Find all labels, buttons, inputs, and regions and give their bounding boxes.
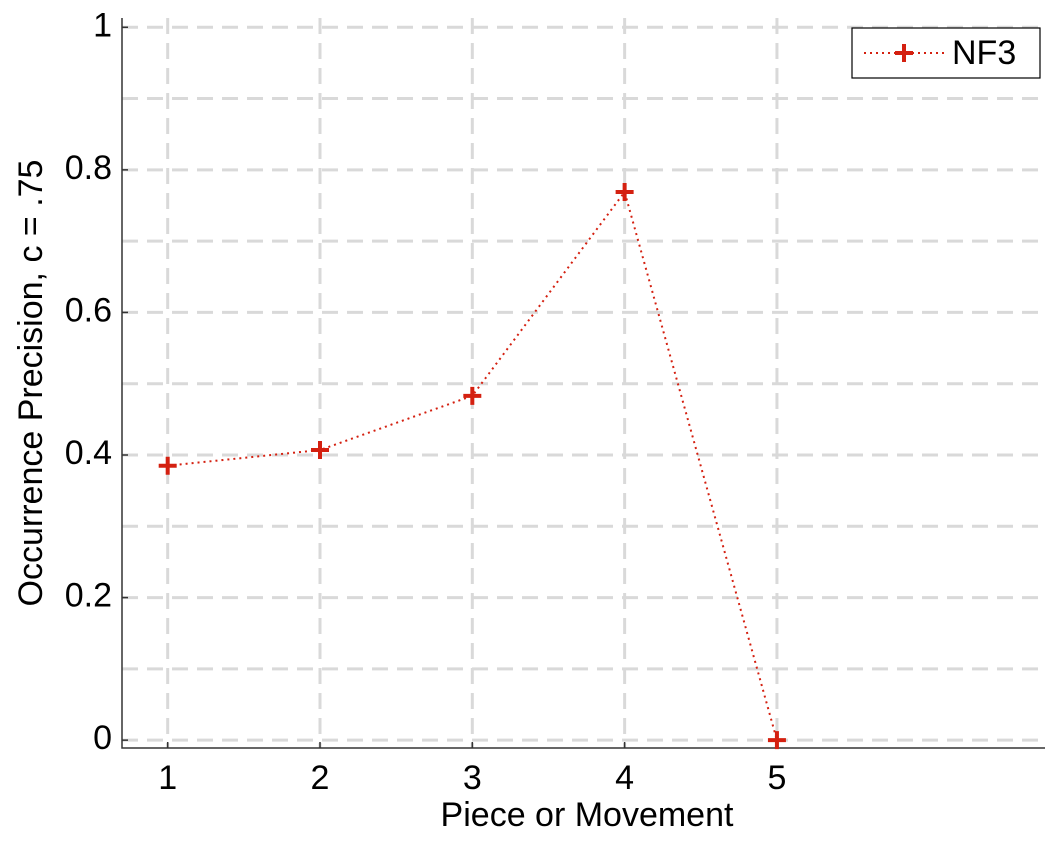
legend-marker xyxy=(895,44,913,62)
x-tick-label: 2 xyxy=(311,759,330,797)
y-tick-label: 0.6 xyxy=(65,291,112,329)
legend-label: NF3 xyxy=(952,34,1016,72)
x-tick-label: 5 xyxy=(767,759,786,797)
point xyxy=(767,731,786,750)
point xyxy=(158,456,177,475)
point xyxy=(615,182,634,201)
x-tick-label: 4 xyxy=(615,759,634,797)
series-line xyxy=(167,189,778,741)
axes xyxy=(121,18,1045,749)
y-tick-label: 1 xyxy=(93,6,112,44)
y-tick-label: 0 xyxy=(93,719,112,757)
y-tick-label: 0.2 xyxy=(65,577,112,615)
x-tick-label: 3 xyxy=(463,759,482,797)
x-tick-label: 1 xyxy=(158,759,177,797)
y-tick-label: 0.4 xyxy=(65,434,112,472)
point xyxy=(311,441,330,460)
point xyxy=(463,386,482,405)
y-axis-label: Occurrence Precision, c = .75 xyxy=(12,160,50,607)
y-tick-label: 0.8 xyxy=(65,149,112,187)
x-axis-label: Piece or Movement xyxy=(441,796,734,834)
